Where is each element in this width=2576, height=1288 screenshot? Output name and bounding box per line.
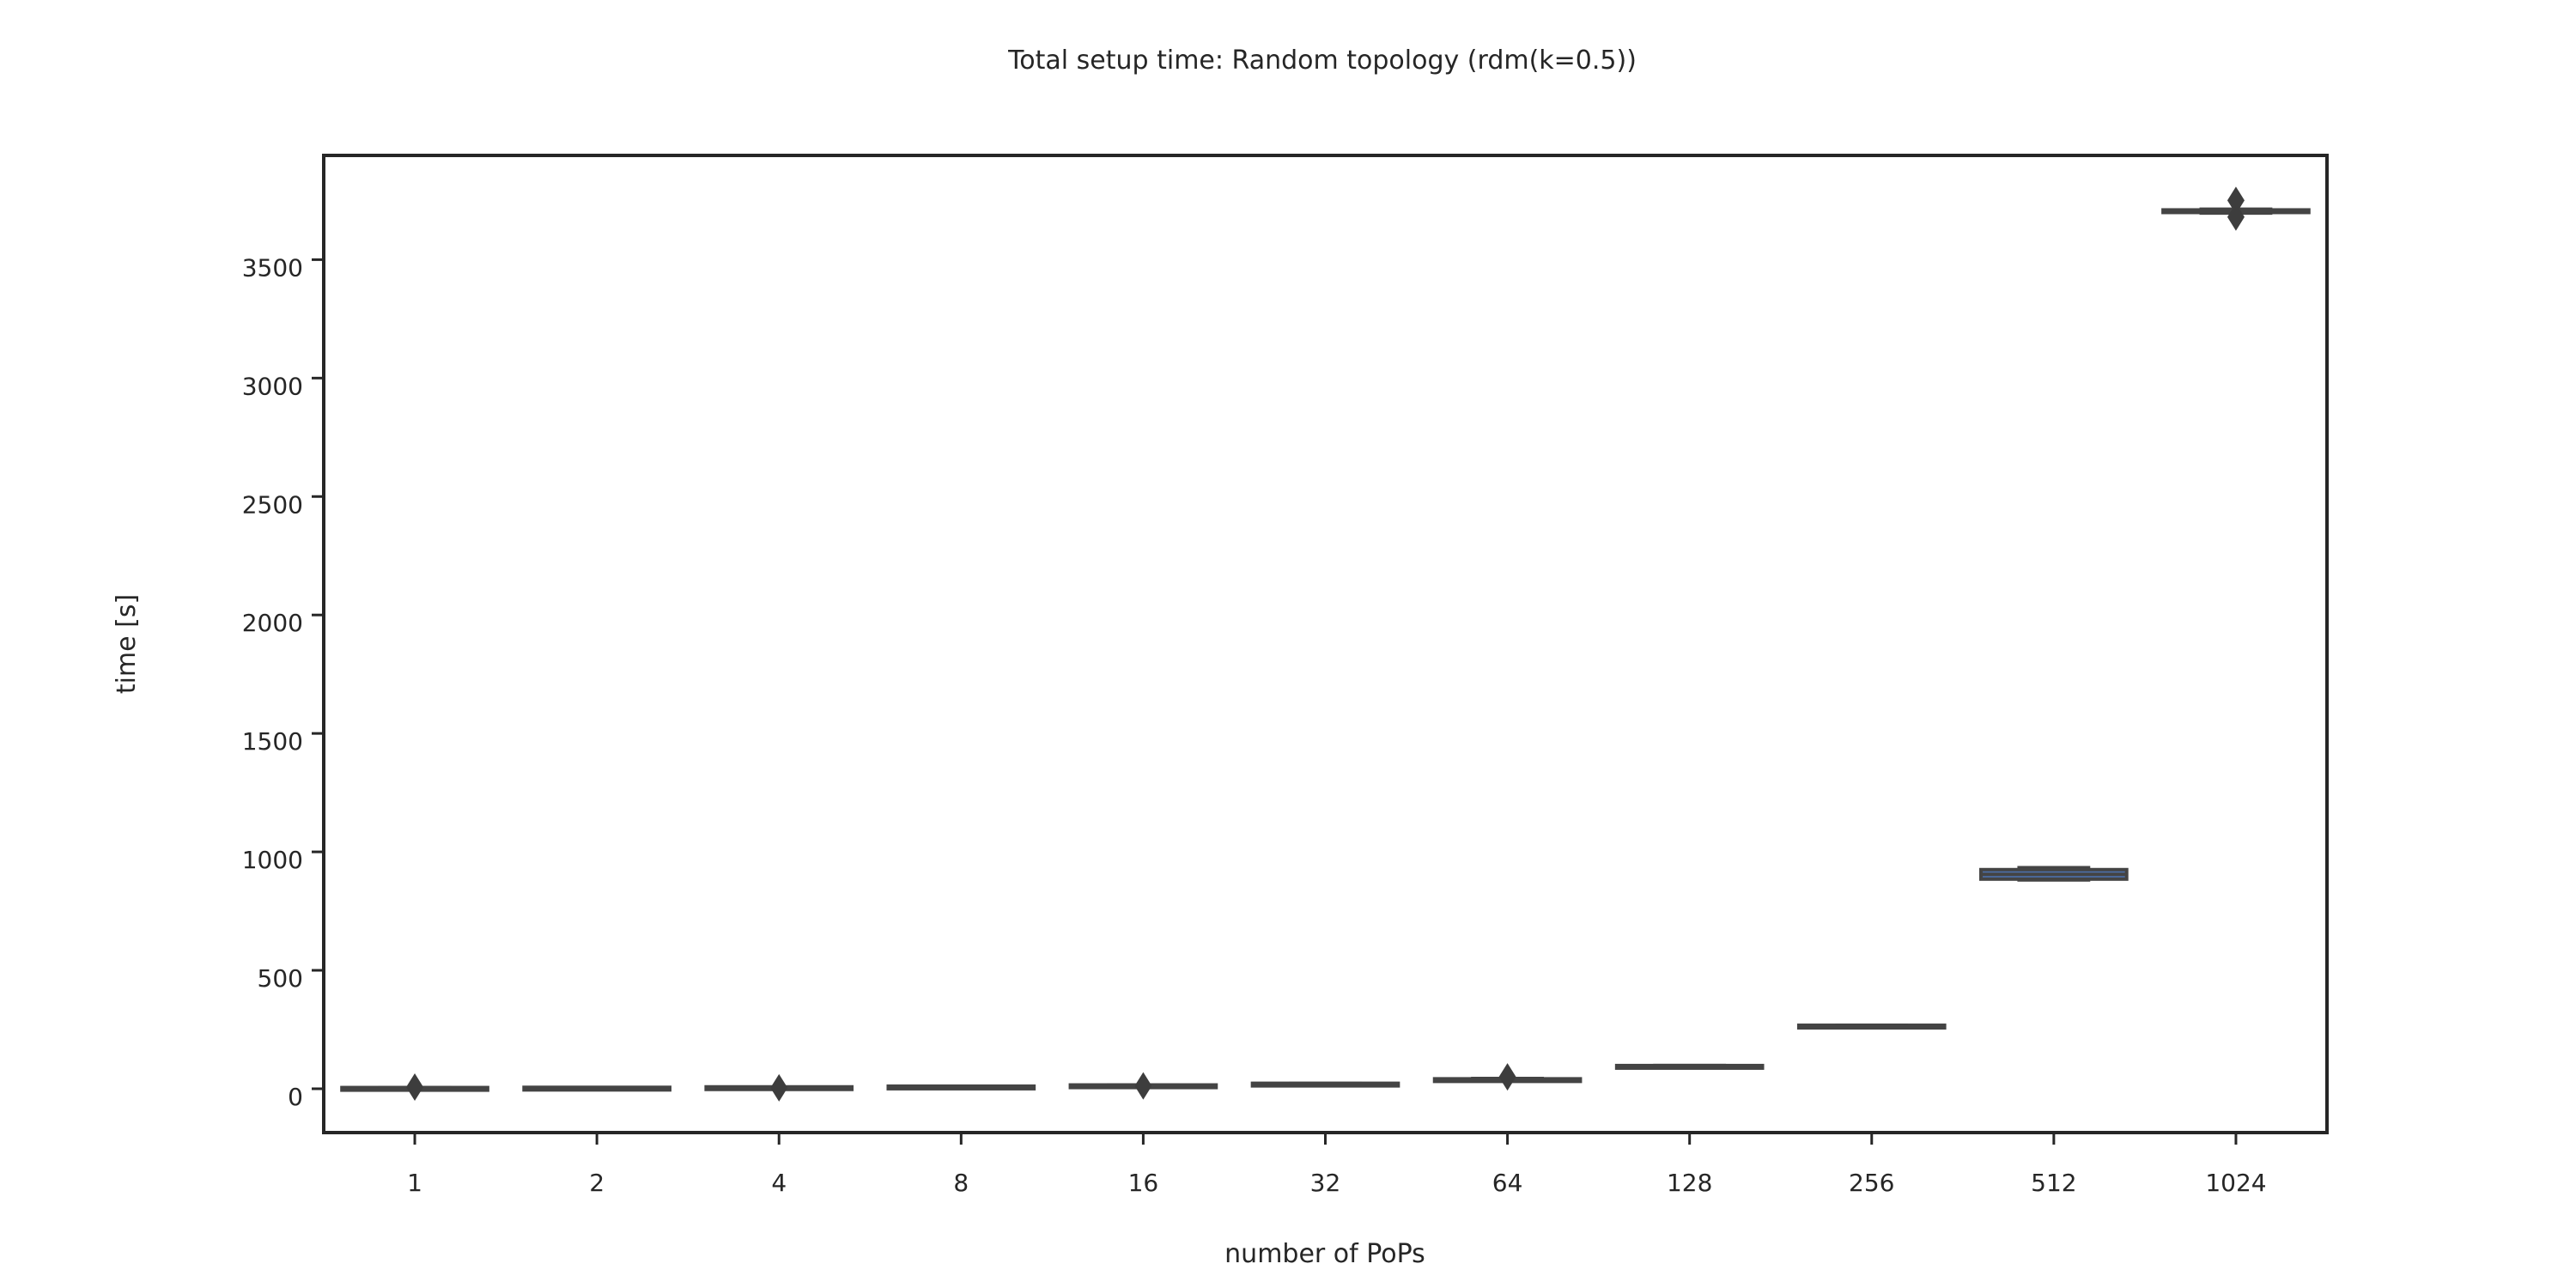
y-tick-label: 500 (258, 964, 303, 993)
y-tick-label: 2500 (242, 490, 303, 519)
box-group-16 (1068, 1072, 1218, 1100)
x-tick-label: 512 (2031, 1169, 2076, 1197)
x-tick-label: 256 (1849, 1169, 1894, 1197)
y-axis-ticks: 0 500 1000 1500 2000 2500 3000 3500 (242, 253, 324, 1111)
y-tick-label: 3000 (242, 372, 303, 400)
plot-area (340, 186, 2311, 1102)
box-group-1 (340, 1073, 489, 1102)
box-group-512 (1979, 866, 2129, 882)
box-group-32 (1250, 1081, 1400, 1088)
chart-title: Total setup time: Random topology (rdm(k… (1007, 46, 1637, 76)
x-tick-label: 128 (1667, 1169, 1712, 1197)
outlier-point (1134, 1072, 1152, 1100)
outlier-point (2227, 203, 2245, 231)
box-group-2 (522, 1085, 671, 1092)
x-tick-label: 16 (1128, 1169, 1159, 1197)
axes-frame (322, 154, 2329, 1134)
x-tick-label: 4 (771, 1169, 787, 1197)
x-tick-label: 64 (1492, 1169, 1523, 1197)
x-tick-label: 32 (1310, 1169, 1341, 1197)
y-tick-label: 3500 (242, 253, 303, 282)
y-tick-label: 1500 (242, 727, 303, 756)
outlier-point (770, 1073, 788, 1102)
y-axis-label: time [s] (112, 594, 142, 694)
outlier-point (1498, 1063, 1516, 1091)
x-axis-label: number of PoPs (1224, 1239, 1425, 1269)
y-tick-label: 1000 (242, 846, 303, 874)
outlier-point (406, 1073, 424, 1102)
box-group-256 (1796, 1023, 1947, 1030)
box-group-64 (1432, 1063, 1583, 1091)
y-tick-label: 2000 (242, 609, 303, 637)
box-group-1024 (2161, 186, 2311, 231)
x-tick-label: 1024 (2205, 1169, 2266, 1197)
box-group-128 (1614, 1063, 1765, 1070)
outlier-point (2227, 186, 2245, 215)
y-tick-label: 0 (288, 1083, 303, 1111)
x-tick-label: 8 (953, 1169, 969, 1197)
x-tick-label: 2 (589, 1169, 605, 1197)
x-axis-ticks: 1 2 4 8 16 32 64 128 256 512 1024 (407, 1133, 2267, 1197)
x-tick-label: 1 (407, 1169, 422, 1197)
box-group-4 (704, 1073, 854, 1102)
box-group-8 (886, 1084, 1036, 1091)
